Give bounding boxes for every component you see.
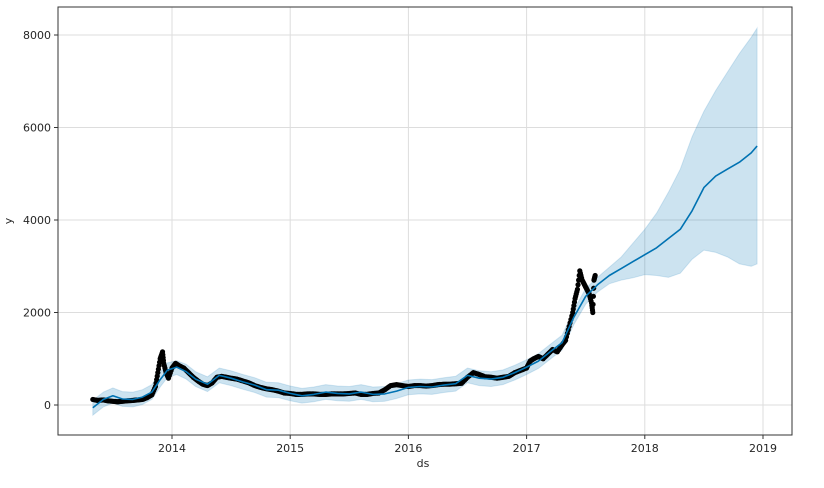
y-tick-label: 2000: [23, 307, 51, 320]
x-tick-label: 2014: [158, 442, 186, 455]
x-tick-label: 2018: [631, 442, 659, 455]
x-axis-ticks: 2014 2015 2016 2017 2018 2019: [158, 435, 777, 455]
observed-point: [592, 272, 598, 279]
observed-point: [590, 309, 596, 316]
y-axis-label: y: [2, 217, 15, 224]
y-tick-label: 0: [44, 399, 51, 412]
forecast-line-path: [92, 145, 758, 409]
y-tick-label: 4000: [23, 214, 51, 227]
observed-points: [90, 268, 598, 405]
y-axis-ticks: 0 2000 4000 6000 8000: [23, 29, 58, 412]
x-axis-label: ds: [417, 457, 430, 470]
x-tick-label: 2019: [749, 442, 777, 455]
y-tick-label: 6000: [23, 122, 51, 135]
plot-frame: [57, 6, 793, 436]
x-tick-label: 2016: [394, 442, 422, 455]
x-tick-label: 2017: [513, 442, 541, 455]
y-tick-label: 8000: [23, 29, 51, 42]
forecast-line: [92, 145, 758, 409]
x-tick-label: 2015: [276, 442, 304, 455]
grid-lines: [58, 7, 792, 435]
uncertainty-band-area: [92, 26, 758, 417]
uncertainty-band: [92, 26, 758, 417]
observed-point: [575, 282, 581, 288]
observed-point: [590, 301, 596, 308]
observed-point: [590, 293, 596, 299]
observed-point: [574, 286, 581, 292]
